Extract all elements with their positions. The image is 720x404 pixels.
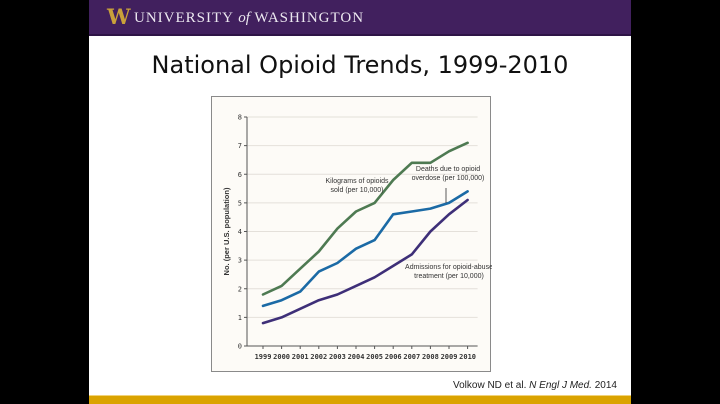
- university-name: UNIVERSITY of WASHINGTON: [134, 10, 364, 26]
- series-label-overdose-deaths: overdose (per 100,000): [412, 175, 485, 182]
- y-tick-label: 1: [238, 314, 242, 322]
- x-tick-label: 2002: [310, 353, 327, 361]
- y-tick-label: 8: [238, 114, 242, 122]
- university-suffix: WASHINGTON: [254, 10, 365, 26]
- footer-bar: [89, 395, 631, 404]
- slide: W UNIVERSITY of WASHINGTON National Opio…: [89, 0, 631, 404]
- x-tick-label: 2008: [422, 353, 439, 361]
- uw-logo-icon: W: [107, 4, 131, 29]
- chart-figure: 0 1 2 3 4 5 6 7 8 1999 2000 2001 2002 2003 2004 2005 200…: [211, 96, 492, 372]
- citation-year: 2014: [594, 380, 617, 391]
- y-tick-label: 4: [238, 228, 242, 236]
- y-tick-label: 3: [238, 257, 242, 265]
- series-line-overdose-deaths: [261, 190, 469, 308]
- x-tick-label: 2009: [441, 353, 458, 361]
- citation-authors: Volkow ND et al.: [453, 380, 527, 391]
- citation-journal: N Engl J Med.: [529, 380, 592, 391]
- x-tick-label: 2010: [459, 353, 476, 361]
- x-tick-label: 1999: [255, 353, 272, 361]
- y-axis-label: No. (per U.S. population): [222, 187, 231, 275]
- x-tick-label: 2005: [366, 353, 383, 361]
- university-prefix: UNIVERSITY: [134, 10, 234, 26]
- x-tick-label: 2003: [329, 353, 346, 361]
- slide-title: National Opioid Trends, 1999-2010: [151, 51, 569, 79]
- series-label-kilograms-sold: Kilograms of opioids: [325, 178, 389, 185]
- university-banner: W UNIVERSITY of WASHINGTON: [89, 0, 631, 36]
- series-label-overdose-deaths: Deaths due to opioid: [416, 166, 480, 173]
- x-tick-label: 2007: [403, 353, 420, 361]
- university-of: of: [238, 10, 250, 26]
- x-tick-label: 2006: [385, 353, 402, 361]
- y-tick-label: 7: [238, 142, 242, 150]
- series-label-kilograms-sold: sold (per 10,000): [331, 187, 384, 194]
- series-line-kilograms-sold: [261, 141, 469, 296]
- series-label-treatment-admissions: treatment (per 10,000): [414, 273, 484, 280]
- y-tick-label: 5: [238, 199, 242, 207]
- series-line-treatment-admissions: [261, 198, 469, 325]
- series-label-treatment-admissions: Admissions for opioid-abuse: [405, 264, 492, 271]
- y-tick-label: 2: [238, 285, 242, 293]
- x-tick-label: 2004: [348, 353, 365, 361]
- citation: Volkow ND et al. N Engl J Med. 2014: [453, 380, 617, 391]
- x-tick-label: 2001: [292, 353, 309, 361]
- x-tick-label: 2000: [273, 353, 290, 361]
- y-tick-label: 6: [238, 171, 242, 179]
- y-tick-label: 0: [238, 343, 242, 351]
